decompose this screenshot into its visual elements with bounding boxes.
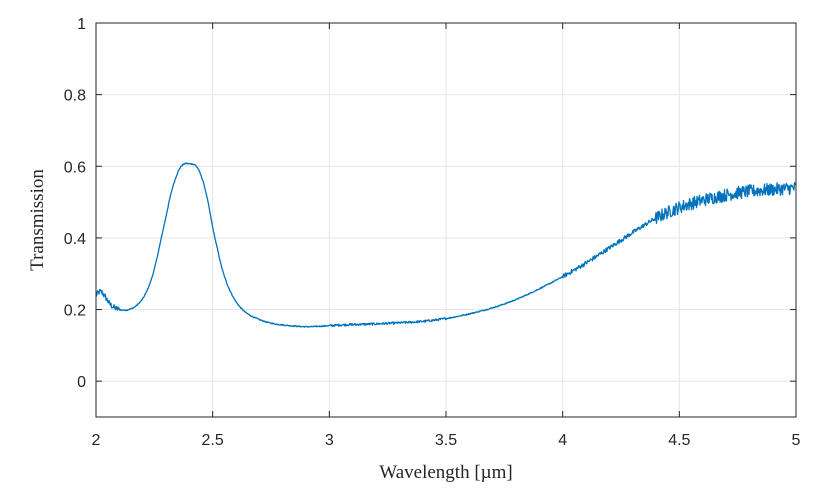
x-tick-label: 4 (558, 432, 567, 449)
tick-layer: 2 2.5 3 3.5 4 4.5 5 0 0.2 0.4 0.6 0.8 1 (64, 16, 801, 449)
x-tick-label: 4.5 (668, 432, 690, 449)
y-tick-label: 0.2 (64, 303, 86, 320)
x-axis-label: Wavelength [µm] (379, 462, 512, 483)
y-axis-label: Transmission (27, 169, 48, 271)
series-layer (95, 162, 797, 328)
y-tick-label: 0.8 (64, 88, 86, 105)
transmission-line-1 (95, 162, 797, 328)
x-tick-label: 2.5 (202, 432, 224, 449)
x-tick-label: 5 (792, 432, 801, 449)
y-tick-label: 0.4 (64, 231, 86, 248)
grid-layer (95, 22, 797, 417)
x-tick-label: 3 (325, 432, 334, 449)
y-tick-label: 0 (77, 374, 86, 391)
y-tick-label: 1 (77, 16, 86, 33)
x-tick-label: 2 (92, 432, 101, 449)
x-tick-label: 3.5 (435, 432, 457, 449)
y-tick-label: 0.6 (64, 159, 86, 176)
